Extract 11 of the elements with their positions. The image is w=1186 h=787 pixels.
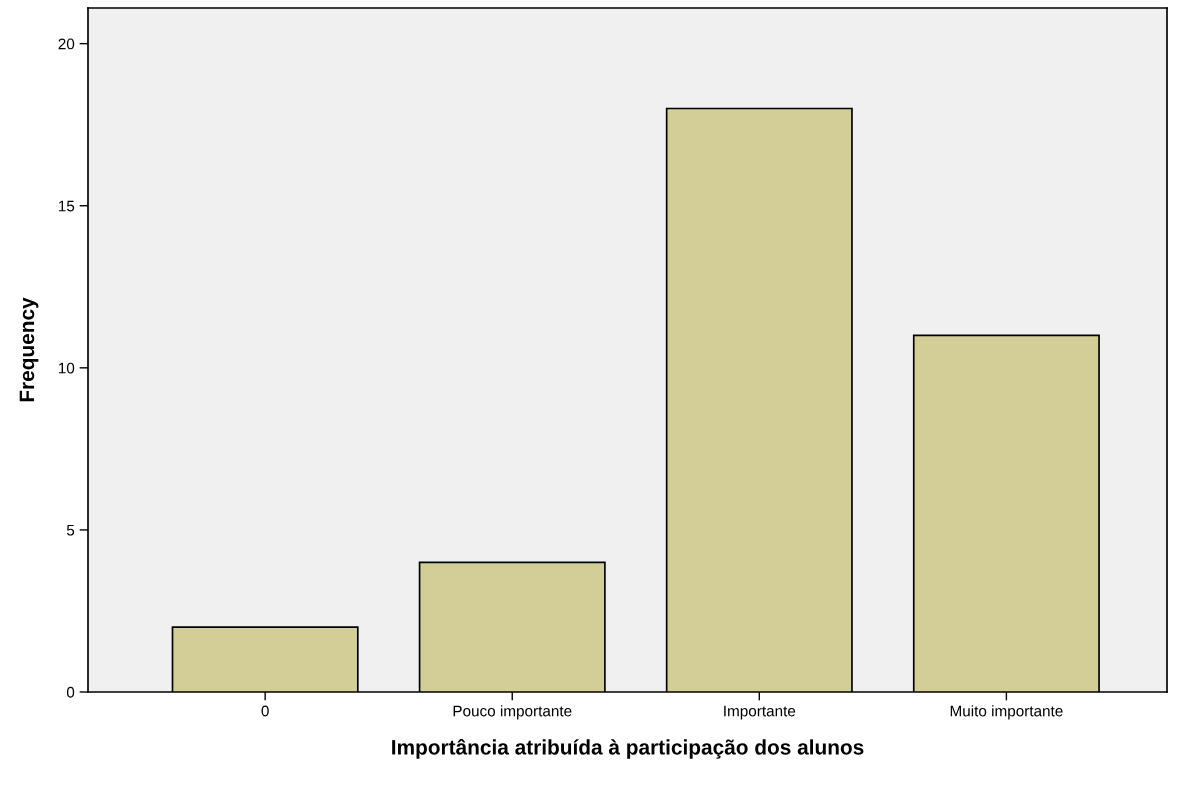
y-tick-label: 5 [66,524,75,536]
x-tick-label: Importante [724,705,796,720]
x-tick-label: 0 [261,705,269,717]
x-tick-label: Pouco importante [453,705,572,720]
y-tick-label: 15 [58,200,75,212]
y-tick-label: 10 [58,362,75,374]
x-tick-label: Muito importante [950,705,1063,720]
y-axis-title: Frequency [19,297,39,402]
x-axis-title: Importância atribuída à participação dos alunos [392,738,864,759]
y-tick-label: 20 [58,38,75,50]
y-tick-label: 0 [66,686,75,698]
